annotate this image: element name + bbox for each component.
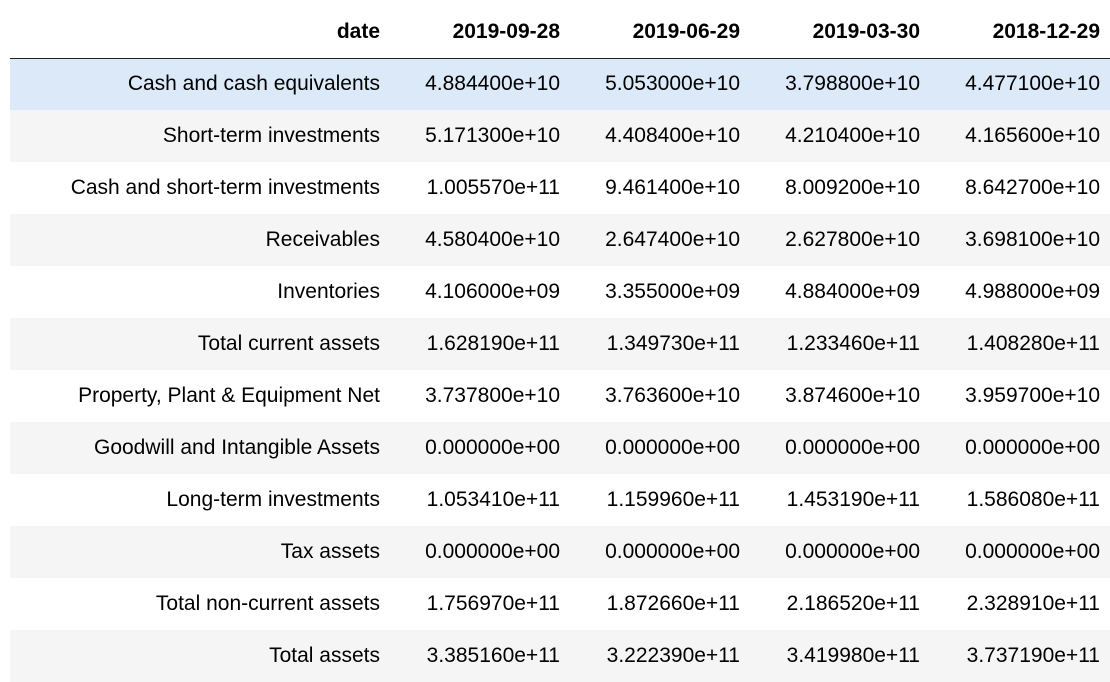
row-label: Cash and cash equivalents: [127, 72, 380, 96]
table-body: Cash and cash equivalents 4.884400e+10 5.0…: [10, 58, 1110, 682]
table-cell: 1.053410e+11: [426, 488, 560, 511]
table-cell: 4.210400e+10: [785, 124, 920, 147]
table-cell: 0.000000e+00: [605, 436, 740, 459]
table-row: Cash and short-term investments 1.005570e…: [10, 162, 1110, 214]
row-label: Cash and short-term investments: [70, 176, 380, 199]
table-cell: 1.159960e+11: [606, 488, 740, 511]
table-cell: 0.000000e+00: [425, 540, 560, 563]
table-row: Total current assets 1.628190e+11 1.349730…: [10, 318, 1110, 370]
table-cell: 3.798800e+10: [785, 72, 920, 96]
table-row: Tax assets 0.000000e+00 0.000000e+00 0.0000…: [10, 526, 1110, 578]
row-label: Long-term investments: [166, 488, 380, 511]
table-row: Cash and cash equivalents 4.884400e+10 5.0…: [10, 58, 1110, 110]
table-cell: 3.419980e+11: [786, 644, 920, 667]
table-cell: 3.874600e+10: [785, 384, 920, 407]
row-label: Total non-current assets: [155, 592, 380, 615]
table-cell: 1.233460e+11: [786, 332, 920, 355]
header-row: date 2019-09-28 2019-06-29 2019-03-30 20…: [10, 6, 1110, 58]
row-label: Short-term investments: [162, 124, 380, 147]
table-cell: 4.580400e+10: [425, 228, 560, 251]
row-label: Total current assets: [197, 332, 380, 355]
table-cell: 3.698100e+10: [965, 228, 1100, 251]
table-cell: 4.477100e+10: [965, 72, 1100, 96]
table-cell: 0.000000e+00: [785, 436, 920, 459]
table-cell: 4.408400e+10: [605, 124, 740, 147]
table-cell: 3.737190e+11: [966, 644, 1100, 667]
table-cell: 3.959700e+10: [965, 384, 1100, 407]
table-cell: 2.647400e+10: [605, 228, 740, 251]
table-cell: 3.385160e+11: [426, 644, 560, 667]
table-row: Total non-current assets 1.756970e+11 1.87…: [10, 578, 1110, 630]
table-cell: 4.988000e+09: [965, 280, 1100, 303]
row-label: Inventories: [277, 280, 380, 303]
table-row: Goodwill and Intangible Assets 0.000000e+…: [10, 422, 1110, 474]
row-label: Total assets: [269, 644, 380, 667]
table-cell: 2.186520e+11: [786, 592, 920, 615]
table-cell: 4.884400e+10: [425, 72, 560, 96]
table-cell: 2.328910e+11: [966, 592, 1100, 615]
table-row: Inventories 4.106000e+09 3.355000e+09 4.884…: [10, 266, 1110, 318]
table-cell: 1.349730e+11: [606, 332, 740, 355]
column-header: 2018-12-29: [992, 19, 1100, 43]
table-cell: 0.000000e+00: [965, 436, 1100, 459]
table-cell: 4.106000e+09: [425, 280, 560, 303]
table-cell: 3.222390e+11: [606, 644, 740, 667]
table-cell: 2.627800e+10: [785, 228, 920, 251]
table-cell: 0.000000e+00: [785, 540, 920, 563]
table-header: date 2019-09-28 2019-06-29 2019-03-30 20…: [10, 6, 1110, 58]
table-cell: 1.453190e+11: [786, 488, 920, 511]
table-cell: 9.461400e+10: [605, 176, 740, 199]
table-cell: 3.355000e+09: [605, 280, 740, 303]
row-label: Goodwill and Intangible Assets: [93, 436, 380, 459]
column-header: 2019-06-29: [632, 19, 740, 43]
table-cell: 0.000000e+00: [425, 436, 560, 459]
table-row: Total assets 3.385160e+11 3.222390e+11 3.41…: [10, 630, 1110, 682]
balance-sheet-table: date 2019-09-28 2019-06-29 2019-03-30 20…: [10, 6, 1110, 682]
row-label: Property, Plant & Equipment Net: [78, 384, 380, 407]
table-cell: 0.000000e+00: [605, 540, 740, 563]
index-header: date: [336, 19, 380, 43]
table-cell: 1.005570e+11: [426, 176, 560, 199]
column-header: 2019-03-30: [812, 19, 920, 43]
table-cell: 4.165600e+10: [965, 124, 1100, 147]
table-cell: 1.872660e+11: [606, 592, 740, 615]
table-cell: 3.763600e+10: [605, 384, 740, 407]
table-cell: 8.009200e+10: [785, 176, 920, 199]
table-cell: 1.408280e+11: [966, 332, 1100, 355]
table-row: Short-term investments 5.171300e+10 4.4084…: [10, 110, 1110, 162]
table-cell: 0.000000e+00: [965, 540, 1100, 563]
table-cell: 8.642700e+10: [965, 176, 1100, 199]
table-cell: 5.053000e+10: [605, 72, 740, 96]
table-cell: 1.628190e+11: [426, 332, 560, 355]
row-label: Tax assets: [280, 540, 380, 563]
table-row: Receivables 4.580400e+10 2.647400e+10 2.627…: [10, 214, 1110, 266]
column-header: 2019-09-28: [452, 19, 560, 43]
row-label: Receivables: [265, 228, 380, 251]
table-cell: 1.586080e+11: [966, 488, 1100, 511]
table-cell: 5.171300e+10: [425, 124, 560, 147]
table-cell: 1.756970e+11: [426, 592, 560, 615]
table-row: Long-term investments 1.053410e+11 1.15996…: [10, 474, 1110, 526]
table-cell: 4.884000e+09: [785, 280, 920, 303]
table-row: Property, Plant & Equipment Net 3.737800e…: [10, 370, 1110, 422]
table-cell: 3.737800e+10: [425, 384, 560, 407]
